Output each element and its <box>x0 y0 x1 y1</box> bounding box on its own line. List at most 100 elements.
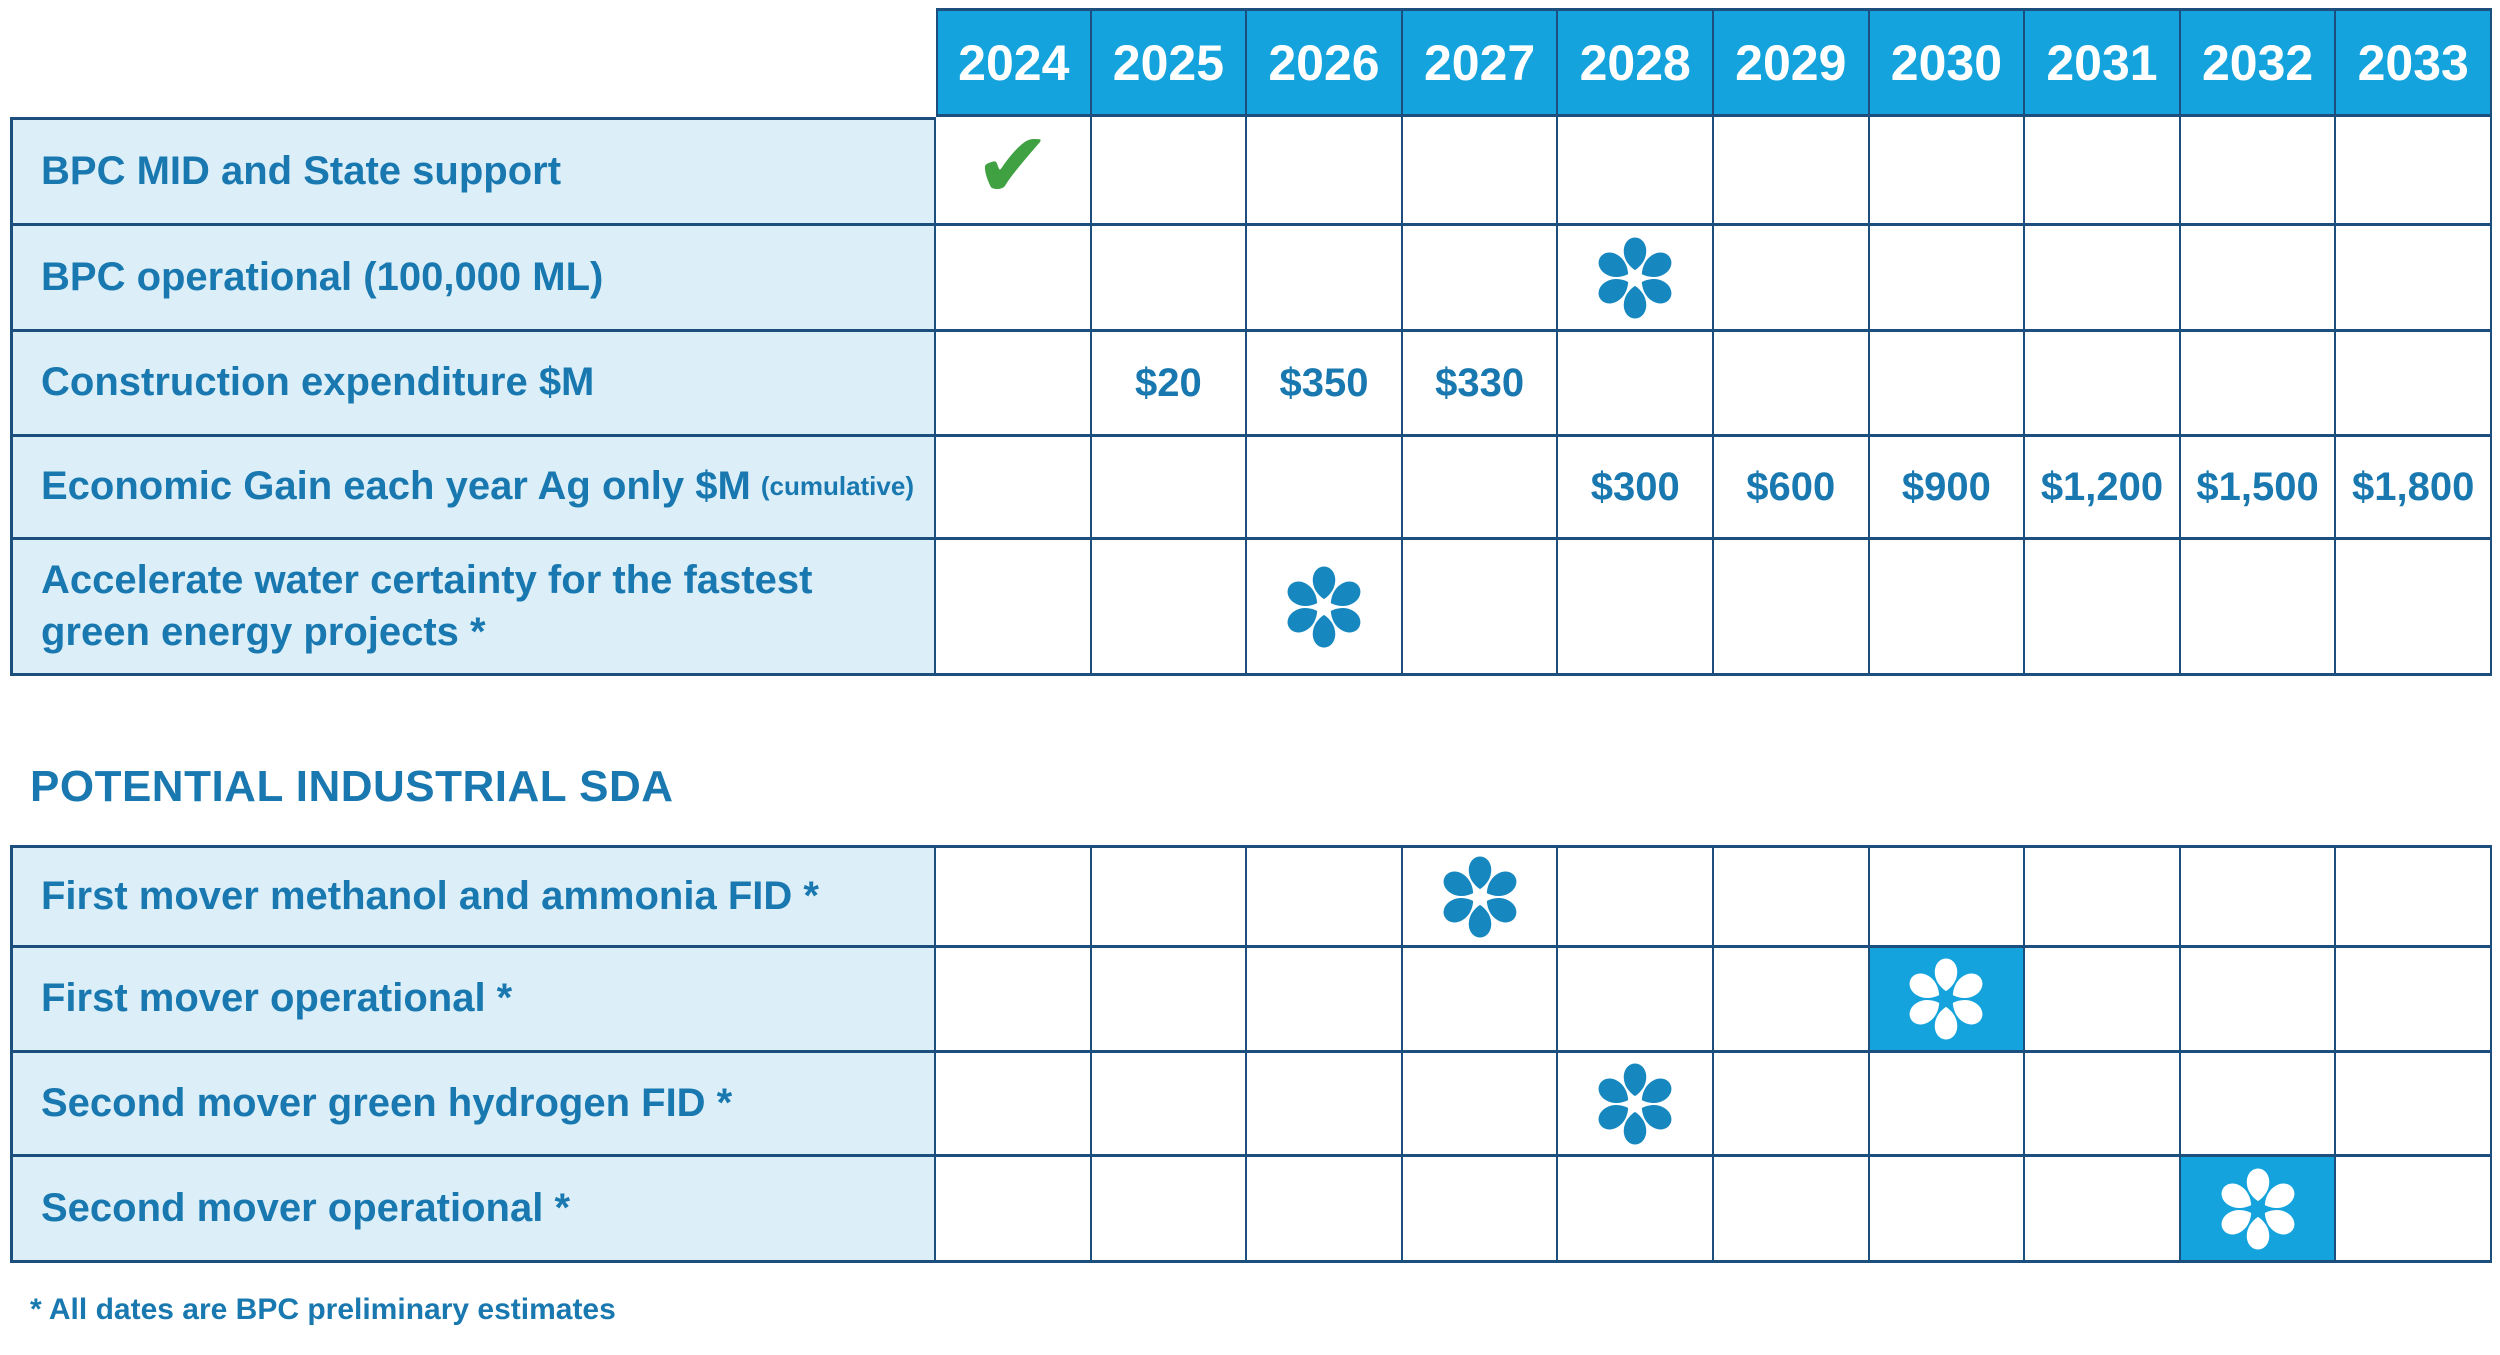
timeline-cell-2033 <box>2336 226 2492 332</box>
green-check-icon: ✔ <box>974 112 1052 219</box>
timeline-cell-2031 <box>2025 332 2181 437</box>
value-cell-2027: $330 <box>1402 332 1559 437</box>
timeline-cell-2026 <box>1247 1157 1403 1263</box>
timeline-cell-2030 <box>1869 332 2026 437</box>
timeline-cell-2026 <box>1247 540 1403 676</box>
timeline-cell-2028 <box>1558 226 1714 332</box>
timeline-cell-2028 <box>1558 540 1714 676</box>
timeline-cell-2024 <box>936 1157 1092 1263</box>
timeline-cell-2028 <box>1558 845 1714 948</box>
timeline-cell-2027 <box>1402 845 1559 948</box>
timeline-cell-2027 <box>1402 1053 1559 1157</box>
timeline-cell-2024 <box>936 1053 1092 1157</box>
timeline-cell-2032 <box>2180 332 2337 437</box>
value-cell-2025: $20 <box>1091 332 1248 437</box>
timeline-cell-2032 <box>2180 117 2337 226</box>
timeline-cell-2024 <box>936 226 1092 332</box>
timeline-cell-2032 <box>2180 1053 2337 1157</box>
row-label-text: Construction expenditure $M <box>41 360 595 405</box>
timeline-cell-2025 <box>1091 437 1248 540</box>
timeline-cell-2030 <box>1869 540 2026 676</box>
timeline-cell-2025 <box>1091 845 1248 948</box>
timeline-cell-2029 <box>1714 332 1870 437</box>
timeline-cell-2030 <box>1869 1053 2026 1157</box>
row-label: BPC operational (100,000 ML) <box>10 226 936 332</box>
row-label: Economic Gain each year Ag only $M (cumul… <box>10 437 936 540</box>
timeline-cell-2026 <box>1247 1053 1403 1157</box>
asterisk-flower-icon <box>1594 1063 1676 1144</box>
timeline-cell-2025 <box>1091 1157 1248 1263</box>
timeline-cell-2025 <box>1091 948 1248 1053</box>
timeline-cell-2032 <box>2180 948 2337 1053</box>
row-label: Accelerate water certainty for the faste… <box>10 540 936 676</box>
timeline-cell-2033 <box>2336 332 2492 437</box>
timeline-cell-2029 <box>1714 948 1870 1053</box>
timeline-cell-2024 <box>936 540 1092 676</box>
year-header-cell: 2032 <box>2180 8 2337 117</box>
year-header-cell: 2028 <box>1558 8 1714 117</box>
timeline-cell-2030 <box>1869 117 2026 226</box>
timeline-cell-2033 <box>2336 1053 2492 1157</box>
timeline-cell-2028 <box>1558 1157 1714 1263</box>
timeline-cell-2027 <box>1402 226 1559 332</box>
timeline-cell-2031 <box>2025 540 2181 676</box>
timeline-cell-2031 <box>2025 117 2181 226</box>
value-cell-2028: $300 <box>1558 437 1714 540</box>
timeline-cell-2028 <box>1558 332 1714 437</box>
row-label-text: Accelerate water certainty for the faste… <box>41 558 813 654</box>
section-heading: POTENTIAL INDUSTRIAL SDA <box>30 762 674 811</box>
timeline-cell-2033 <box>2336 1157 2492 1263</box>
asterisk-flower-icon <box>1283 566 1365 647</box>
year-header-cell: 2033 <box>2336 8 2492 117</box>
value-cell-2026: $350 <box>1247 332 1403 437</box>
timeline-cell-2027 <box>1402 437 1559 540</box>
timeline-cell-2026 <box>1247 117 1403 226</box>
value-cell-2030: $900 <box>1869 437 2026 540</box>
timeline-cell-2027 <box>1402 948 1559 1053</box>
row-label-text: First mover methanol and ammonia FID * <box>41 873 819 918</box>
timeline-cell-2024 <box>936 948 1092 1053</box>
row-label-text: BPC MID and State support <box>41 148 562 193</box>
timeline-cell-2026 <box>1247 226 1403 332</box>
year-header-cell: 2031 <box>2025 8 2181 117</box>
timeline-cell-2024: ✔ <box>936 117 1092 226</box>
timeline-cell-2030 <box>1869 845 2026 948</box>
value-cell-2033: $1,800 <box>2336 437 2492 540</box>
timeline-cell-2025 <box>1091 1053 1248 1157</box>
timeline-cell-2029 <box>1714 117 1870 226</box>
year-header-cell: 2024 <box>936 8 1092 117</box>
timeline-cell-2026 <box>1247 437 1403 540</box>
timeline-cell-2032 <box>2180 1157 2337 1263</box>
asterisk-flower-icon <box>1905 958 1988 1040</box>
timeline-cell-2029 <box>1714 1053 1870 1157</box>
row-label: Second mover green hydrogen FID * <box>10 1053 936 1157</box>
row-label: Second mover operational * <box>10 1157 936 1263</box>
asterisk-flower-icon <box>1594 237 1676 318</box>
timeline-cell-2033 <box>2336 540 2492 676</box>
timeline-cell-2033 <box>2336 948 2492 1053</box>
row-label-text: BPC operational (100,000 ML) <box>41 254 604 299</box>
timeline-cell-2025 <box>1091 117 1248 226</box>
row-label: BPC MID and State support <box>10 117 936 226</box>
year-header-cell: 2025 <box>1091 8 1248 117</box>
timeline-cell-2027 <box>1402 117 1559 226</box>
timeline-cell-2032 <box>2180 845 2337 948</box>
table-corner-blank <box>10 8 936 117</box>
timeline-cell-2031 <box>2025 948 2181 1053</box>
timeline-cell-2026 <box>1247 948 1403 1053</box>
value-cell-2032: $1,500 <box>2180 437 2337 540</box>
timeline-cell-2024 <box>936 437 1092 540</box>
asterisk-flower-icon <box>1438 856 1521 937</box>
timeline-cell-2029 <box>1714 226 1870 332</box>
timeline-cell-2030 <box>1869 1157 2026 1263</box>
timeline-cell-2029 <box>1714 1157 1870 1263</box>
industrial-sda-table: First mover methanol and ammonia FID * Fi… <box>10 845 2492 1263</box>
year-header-cell: 2030 <box>1869 8 2026 117</box>
timeline-cell-2033 <box>2336 845 2492 948</box>
timeline-cell-2029 <box>1714 845 1870 948</box>
asterisk-flower-icon <box>2216 1168 2299 1249</box>
timeline-cell-2024 <box>936 845 1092 948</box>
row-label: Construction expenditure $M <box>10 332 936 437</box>
row-label-text: Second mover operational * <box>41 1185 571 1230</box>
